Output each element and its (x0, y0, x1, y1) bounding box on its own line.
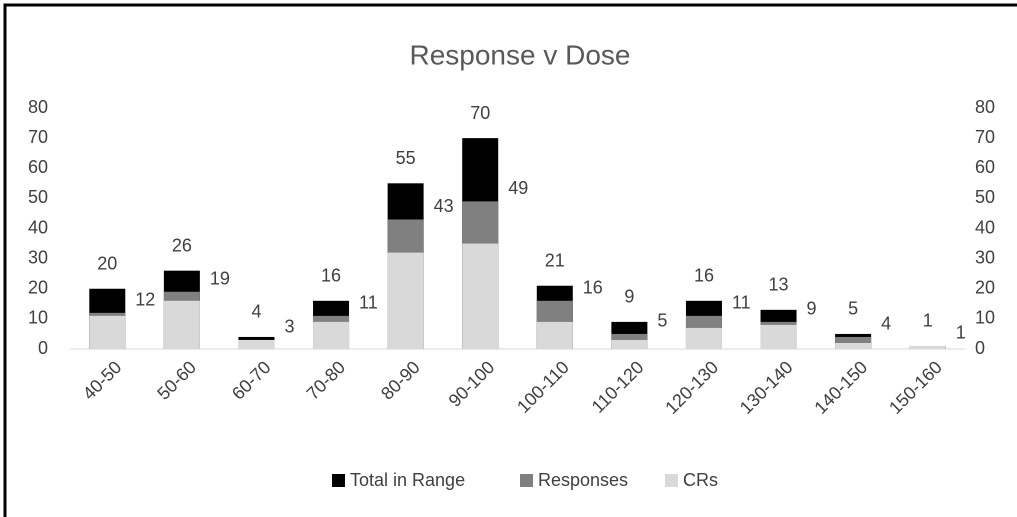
x-tick-label: 50-60 (153, 357, 200, 404)
data-label: 16 (583, 278, 603, 298)
y2-tick-label: 40 (975, 217, 995, 237)
data-label: 20 (97, 254, 117, 274)
data-label: 49 (508, 178, 528, 198)
y-tick-label: 80 (28, 97, 48, 117)
bar (760, 324, 797, 349)
data-label: 3 (284, 317, 294, 337)
data-label: 4 (881, 314, 891, 334)
bar (313, 321, 350, 349)
bar (238, 339, 275, 349)
data-label: 5 (657, 311, 667, 331)
bar (163, 300, 200, 349)
data-label: 70 (470, 103, 490, 123)
data-label: 9 (807, 299, 817, 319)
x-tick-label: 90-100 (445, 357, 499, 411)
data-label: 11 (359, 293, 378, 313)
bar (462, 243, 499, 349)
y-tick-label: 40 (28, 217, 48, 237)
legend-swatch (332, 474, 345, 487)
data-label: 12 (135, 290, 155, 310)
data-label: 9 (624, 287, 634, 307)
data-label: 21 (545, 250, 565, 270)
data-label: 5 (848, 299, 858, 319)
x-tick-label: 130-140 (736, 357, 797, 418)
bar (536, 321, 573, 349)
y-tick-label: 50 (28, 187, 48, 207)
chart-frame (3, 3, 1017, 517)
y2-tick-label: 10 (975, 308, 995, 328)
chart-title: Response v Dose (409, 39, 630, 70)
bar (835, 342, 872, 349)
x-tick-label: 70-80 (303, 357, 350, 404)
data-label: 13 (769, 275, 789, 295)
data-label: 16 (321, 266, 341, 286)
y-tick-label: 0 (38, 338, 48, 358)
y-tick-label: 70 (28, 127, 48, 147)
bar (387, 252, 424, 349)
data-label: 4 (251, 302, 261, 322)
y2-tick-label: 0 (975, 338, 985, 358)
legend-swatch (520, 474, 533, 487)
x-tick-label: 40-50 (79, 357, 126, 404)
x-tick-label: 110-120 (588, 357, 648, 417)
legend-swatch (665, 474, 678, 487)
x-tick-label: 60-70 (228, 357, 275, 404)
y2-tick-label: 80 (975, 97, 995, 117)
y2-tick-label: 70 (975, 127, 995, 147)
data-label: 16 (694, 266, 714, 286)
y2-tick-label: 50 (975, 187, 995, 207)
y-tick-label: 30 (28, 247, 48, 267)
x-tick-label: 140-150 (810, 357, 871, 418)
y2-tick-label: 20 (975, 278, 995, 298)
bar (909, 345, 946, 349)
y-tick-label: 10 (28, 308, 48, 328)
y2-tick-label: 30 (975, 247, 995, 267)
x-tick-label: 100-110 (513, 357, 573, 417)
x-tick-label: 150-160 (885, 357, 946, 418)
bar (611, 339, 648, 349)
y-tick-label: 20 (28, 278, 48, 298)
data-label: 26 (172, 235, 192, 255)
legend-label: Responses (538, 470, 628, 490)
x-tick-label: 80-90 (377, 357, 424, 404)
data-label: 1 (923, 311, 933, 331)
bar (89, 315, 126, 349)
data-label: 43 (434, 196, 454, 216)
x-tick-label: 120-130 (661, 357, 722, 418)
legend-label: CRs (683, 470, 718, 490)
data-label: 11 (732, 293, 751, 313)
y-tick-label: 60 (28, 157, 48, 177)
data-label: 19 (210, 269, 230, 289)
legend-label: Total in Range (350, 470, 465, 490)
data-label: 1 (956, 323, 966, 343)
bar (685, 327, 722, 349)
y2-tick-label: 60 (975, 157, 995, 177)
data-label: 55 (396, 148, 416, 168)
